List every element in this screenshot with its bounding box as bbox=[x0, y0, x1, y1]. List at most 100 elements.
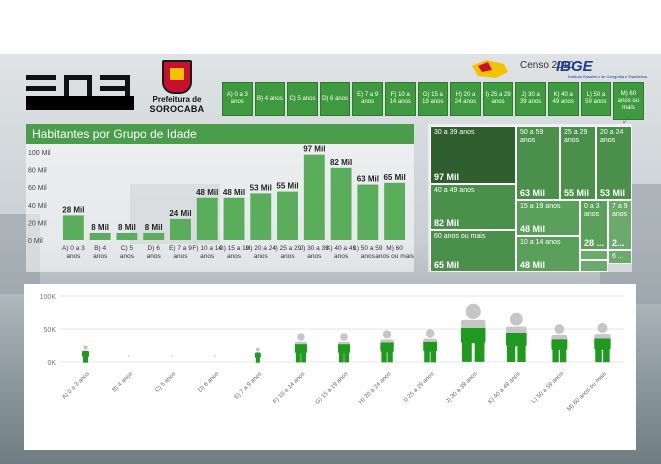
treemap-tile-label: 25 a 29 anos bbox=[564, 129, 588, 144]
treemap-tile[interactable] bbox=[580, 250, 608, 260]
slicer-chip[interactable]: B) 4 anos bbox=[254, 82, 286, 116]
bar-value-label: 53 Mil bbox=[250, 183, 272, 192]
x-tick-label: anos bbox=[120, 253, 135, 260]
x-tick-label: F) 10 a 14 bbox=[192, 245, 222, 252]
slicer-chip[interactable]: F) 10 a 14 anos bbox=[384, 82, 416, 116]
bar[interactable] bbox=[196, 197, 218, 240]
x-tick-label: M) 60 anos ou mais bbox=[566, 371, 608, 413]
treemap-tile[interactable]: 25 a 29 anos 55 Mil bbox=[560, 126, 596, 200]
treemap-tile-value: 53 Mil bbox=[600, 188, 626, 198]
person-icon[interactable] bbox=[594, 323, 611, 363]
x-tick-label: A) 0 a 3 anos bbox=[61, 371, 90, 400]
slicer-chip[interactable]: E) 7 a 9 anos bbox=[352, 82, 383, 116]
person-icon[interactable] bbox=[461, 303, 486, 362]
person-icon[interactable] bbox=[505, 312, 527, 363]
person-icon[interactable] bbox=[551, 324, 568, 363]
bar[interactable] bbox=[303, 154, 325, 240]
slicer-chip[interactable]: K) 40 a 49 anos bbox=[547, 82, 579, 116]
bar-value-label: 82 Mil bbox=[330, 158, 352, 167]
x-tick-label: B) 4 bbox=[94, 245, 106, 252]
bar[interactable] bbox=[62, 215, 84, 240]
person-icon[interactable] bbox=[337, 333, 351, 363]
person-icon[interactable] bbox=[170, 355, 173, 357]
pictograph-chart: 0K 50K 100K A) 0 a 3 anos B) 4 anos C) 5 anos… bbox=[40, 294, 624, 413]
bar[interactable] bbox=[223, 197, 245, 240]
person-icon[interactable] bbox=[213, 355, 216, 357]
bar-value-label: 65 Mil bbox=[383, 173, 405, 182]
person-icon[interactable] bbox=[254, 347, 261, 363]
person-icon[interactable] bbox=[127, 355, 130, 357]
slicer-chip[interactable]: I) 25 a 29 anos bbox=[482, 82, 514, 116]
y-tick-label: 20 Mil bbox=[28, 220, 47, 227]
treemap-tile-label: 20 a 24 anos bbox=[600, 129, 624, 144]
bar[interactable] bbox=[116, 232, 138, 240]
x-tick-label: D) 6 bbox=[148, 245, 161, 252]
slicer-chip[interactable]: J) 30 a 39 anos bbox=[515, 82, 546, 116]
treemap-tile[interactable]: 40 a 49 anos 82 Mil bbox=[430, 184, 516, 230]
slicer-chip[interactable]: M) 60 anos ou mais bbox=[613, 82, 644, 120]
person-icon[interactable] bbox=[423, 329, 438, 363]
treemap-tile[interactable]: 0 a 3 anos 28 ... bbox=[580, 200, 608, 250]
bar[interactable] bbox=[170, 218, 191, 240]
treemap-tile-label: 10 a 14 anos bbox=[520, 239, 561, 246]
bar-value-label: 48 Mil bbox=[196, 188, 218, 197]
slicer-chip[interactable]: A) 0 a 3 anos bbox=[222, 82, 253, 116]
x-tick-label: M) 60 bbox=[386, 245, 403, 252]
bar[interactable] bbox=[250, 193, 272, 240]
bar[interactable] bbox=[143, 232, 165, 240]
slicer-chip[interactable]: D) 6 anos bbox=[319, 82, 351, 116]
treemap-tile-value: 97 Mil bbox=[434, 172, 460, 182]
treemap-tile[interactable]: 15 a 19 anos 48 Mil bbox=[516, 200, 580, 236]
ibge-logo: IBGE bbox=[556, 58, 593, 75]
prefeitura-logo: Prefeitura de SOROCABA bbox=[146, 60, 208, 116]
treemap-tile[interactable]: 60 anos ou mais 65 Mil bbox=[430, 230, 516, 272]
x-tick-label: E) 7 a 9 bbox=[169, 245, 192, 252]
treemap-tile-label: 30 a 39 anos bbox=[434, 129, 475, 136]
y-tick-label: 50K bbox=[44, 327, 57, 334]
bar-chart-panel: Habitantes por Grupo de Idade 0 Mil 20 Mi… bbox=[26, 124, 414, 272]
x-tick-label: anos bbox=[200, 253, 215, 260]
treemap-tile[interactable] bbox=[580, 260, 608, 272]
bar-value-label: 63 Mil bbox=[357, 175, 379, 184]
slicer-chip[interactable]: L) 50 a 59 anos bbox=[580, 82, 612, 116]
bar[interactable] bbox=[384, 182, 406, 240]
person-icon[interactable] bbox=[380, 330, 394, 363]
bar[interactable] bbox=[357, 184, 379, 240]
focus-mode-icon[interactable]: ⤢ bbox=[623, 116, 630, 125]
treemap-tile[interactable]: 10 a 14 anos 48 Mil bbox=[516, 236, 580, 272]
x-tick-label: I) 25 a 29 anos bbox=[403, 371, 436, 404]
x-tick-label: G) 15 a 19 anos bbox=[315, 371, 350, 406]
slicer-chip[interactable]: C) 5 anos bbox=[287, 82, 318, 116]
treemap-tile-label: 50 a 59 anos bbox=[520, 129, 544, 144]
bar[interactable] bbox=[330, 167, 352, 240]
treemap-tile-value: 48 Mil bbox=[520, 260, 546, 270]
person-icon[interactable] bbox=[294, 333, 307, 363]
x-tick-label: anos bbox=[254, 253, 269, 260]
x-tick-label: anos bbox=[280, 253, 295, 260]
bar-value-label: 55 Mil bbox=[276, 182, 298, 191]
x-tick-label: D) 6 anos bbox=[198, 371, 221, 394]
slicer-chip[interactable]: H) 20 a 24 anos bbox=[450, 82, 481, 116]
x-tick-label: C) 5 bbox=[121, 245, 134, 252]
x-tick-label: F) 10 a 14 anos bbox=[272, 371, 306, 405]
person-icon[interactable] bbox=[82, 345, 90, 363]
x-tick-label: I) 25 a 29 bbox=[274, 245, 302, 252]
age-group-slicer: A) 0 a 3 anos B) 4 anos C) 5 anos D) 6 anos… bbox=[222, 82, 644, 120]
bar[interactable] bbox=[89, 232, 111, 240]
bar-value-label: 97 Mil bbox=[303, 145, 325, 154]
treemap-tile[interactable]: 6 ... bbox=[608, 250, 632, 264]
treemap-tile[interactable]: 20 a 24 anos 53 Mil bbox=[596, 126, 632, 200]
x-tick-label: C) 5 anos bbox=[154, 371, 177, 394]
treemap-tile-label: 0 a 3 anos bbox=[584, 203, 600, 218]
x-tick-label: A) 0 a 3 bbox=[62, 245, 85, 252]
prefeitura-line2: SOROCABA bbox=[149, 104, 205, 114]
y-tick-label: 40 Mil bbox=[28, 203, 47, 210]
treemap-tile[interactable]: 7 a 9 anos 2... bbox=[608, 200, 632, 250]
x-tick-label: anos bbox=[227, 253, 242, 260]
treemap-tile[interactable]: 30 a 39 anos 97 Mil bbox=[430, 126, 516, 184]
treemap-tile-value: 63 Mil bbox=[520, 188, 546, 198]
bar[interactable] bbox=[277, 191, 298, 240]
slicer-chip[interactable]: G) 15 a 19 anos bbox=[417, 82, 449, 116]
bar-value-label: 8 Mil bbox=[145, 223, 163, 232]
treemap-tile[interactable]: 50 a 59 anos 63 Mil bbox=[516, 126, 560, 200]
